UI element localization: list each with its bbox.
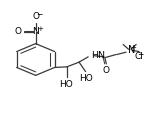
Text: +: + <box>37 26 43 32</box>
Text: HO: HO <box>80 74 93 84</box>
Text: N: N <box>128 45 136 55</box>
Text: O: O <box>32 12 39 21</box>
Text: +: + <box>130 45 136 51</box>
Text: O: O <box>103 66 110 75</box>
Text: O: O <box>14 27 21 36</box>
Text: HO: HO <box>59 80 73 89</box>
Text: N: N <box>32 27 39 36</box>
Text: −: − <box>137 50 143 59</box>
Text: Cl: Cl <box>134 52 143 61</box>
Text: HN: HN <box>91 51 105 60</box>
Text: −: − <box>37 10 43 19</box>
